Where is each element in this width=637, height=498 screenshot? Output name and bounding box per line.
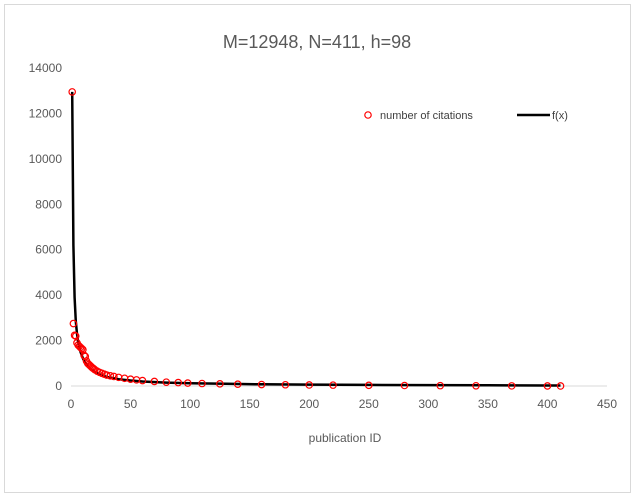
chart-title: M=12948, N=411, h=98 [223,32,411,52]
data-point [556,382,565,390]
fit-line [70,91,561,387]
data-point [110,372,118,381]
data-point [174,378,183,387]
data-point [150,377,159,386]
data-point [81,352,90,361]
data-point [77,344,86,353]
data-point [198,379,206,388]
x-tick-label: 200 [299,397,319,411]
legend: number of citations f(x) [364,110,568,122]
y-tick-label: 12000 [29,106,63,120]
data-point [138,376,147,385]
data-point [543,382,552,390]
data-point [68,88,76,96]
data-point [102,371,111,379]
data-point [329,381,337,389]
data-point [71,332,80,340]
series-markers [68,88,565,390]
y-tick-label: 2000 [35,334,62,348]
chart: M=12948, N=411, h=98 publication ID 0 50 1… [29,32,618,445]
data-point [233,380,242,388]
data-point [183,379,192,387]
x-tick-label: 50 [124,397,138,411]
data-point [216,380,224,388]
x-tick-label: 0 [68,397,75,411]
y-tick-label: 6000 [35,243,62,257]
series-line [70,91,561,387]
data-point [69,319,78,328]
legend-marker [364,111,372,119]
x-tick-label: 250 [359,397,379,411]
data-point [257,380,266,389]
legend-label: number of citations [380,110,473,122]
axes: 0 50 100 150 200 250 300 350 400 450 0 2000 4000 6000… [29,61,618,411]
y-tick-label: 0 [55,379,62,393]
data-point [364,381,373,390]
data-point [162,378,171,386]
chart-frame: M=12948, N=411, h=98 publication ID 0 50 1… [4,4,631,493]
x-tick-label: 450 [597,397,617,411]
y-tick-label: 4000 [35,288,62,302]
data-point [106,371,115,380]
x-tick-label: 100 [180,397,200,411]
data-point [472,381,480,390]
data-point [281,380,290,389]
x-tick-label: 300 [418,397,438,411]
x-tick-label: 350 [478,397,498,411]
data-point [400,381,409,390]
x-tick-label: 400 [537,397,557,411]
data-point [305,381,314,389]
data-point [507,382,516,390]
x-axis-title: publication ID [309,431,382,445]
x-tick-label: 150 [240,397,260,411]
y-tick-label: 8000 [35,197,62,211]
data-point [436,381,445,390]
y-tick-label: 10000 [29,152,63,166]
legend-label: f(x) [552,110,568,122]
y-tick-label: 14000 [29,61,63,75]
data-point [76,343,85,352]
